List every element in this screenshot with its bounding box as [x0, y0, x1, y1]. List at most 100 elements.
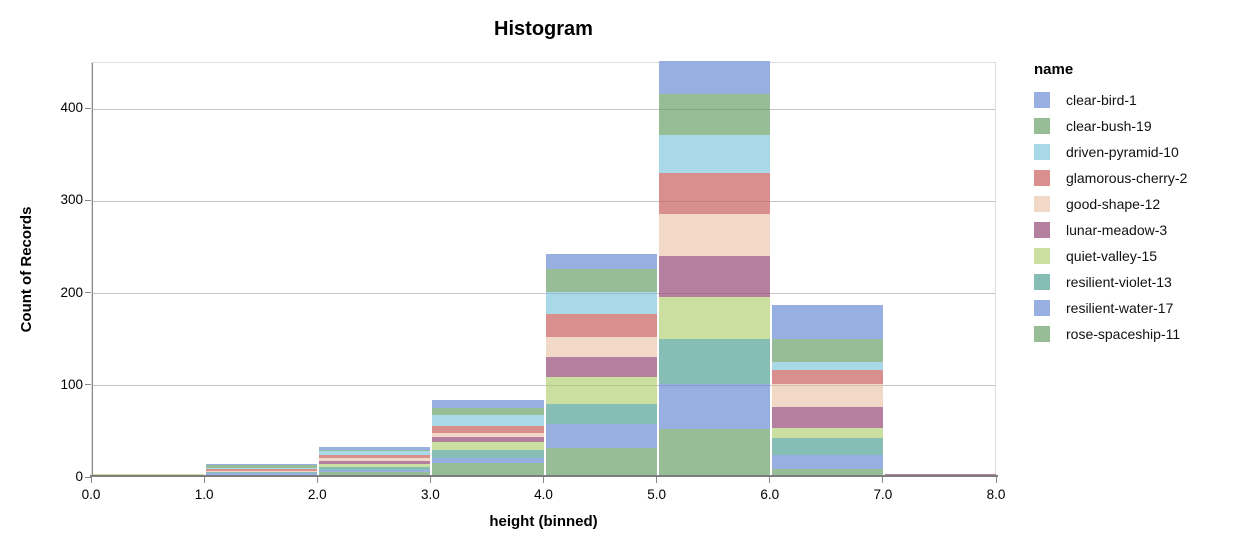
legend-swatch — [1034, 144, 1050, 160]
plot-area — [90, 61, 998, 477]
gridline-overlay — [92, 385, 995, 387]
x-tick-mark — [882, 477, 884, 483]
legend-label: clear-bush-19 — [1066, 118, 1152, 134]
x-tick-label: 8.0 — [986, 487, 1006, 502]
gridline — [92, 293, 995, 295]
bar-segment — [545, 291, 657, 314]
bar-column — [206, 464, 318, 476]
bar-segment — [432, 437, 544, 442]
x-tick-label: 5.0 — [647, 487, 667, 502]
bar-segment — [658, 428, 770, 476]
gridline — [92, 385, 995, 387]
chart-title: Histogram — [494, 18, 593, 40]
legend-swatch — [1034, 300, 1050, 316]
bar-segment — [658, 134, 770, 173]
legend-swatch — [1034, 92, 1050, 108]
bar-segment — [432, 432, 544, 438]
legend-item: driven-pyramid-10 — [1034, 144, 1187, 160]
y-tick-mark — [85, 199, 91, 201]
y-tick-label: 300 — [60, 192, 83, 208]
legend-label: driven-pyramid-10 — [1066, 144, 1179, 160]
bar-segment — [771, 338, 883, 362]
bar-segment — [432, 450, 544, 458]
legend-label: rose-spaceship-11 — [1066, 326, 1181, 342]
bar-segment — [206, 464, 318, 468]
y-axis-domain-line — [92, 63, 93, 476]
legend-label: clear-bird-1 — [1066, 92, 1137, 108]
x-axis-title: height (binned) — [489, 513, 598, 530]
bar-segment — [319, 450, 431, 452]
legend-item: resilient-violet-13 — [1034, 274, 1187, 290]
bar-segment — [884, 474, 996, 476]
legend-label: good-shape-12 — [1066, 196, 1161, 212]
legend-swatch — [1034, 222, 1050, 238]
x-tick-label: 3.0 — [420, 487, 440, 502]
legend-swatch — [1034, 248, 1050, 264]
y-tick-mark — [85, 476, 91, 478]
legend-item: resilient-water-17 — [1034, 300, 1187, 316]
bar-segment — [545, 336, 657, 357]
bar-segment — [319, 446, 431, 451]
bar-segment — [771, 383, 883, 407]
legend-item: lunar-meadow-3 — [1034, 222, 1187, 238]
legend-label: resilient-violet-13 — [1066, 274, 1172, 290]
gridline-overlay — [92, 108, 995, 110]
x-tick-mark — [995, 477, 997, 483]
y-tick-mark — [85, 107, 91, 109]
bar-segment — [432, 407, 544, 416]
legend-item: glamorous-cherry-2 — [1034, 170, 1187, 186]
legend-swatch — [1034, 196, 1050, 212]
y-tick-label: 100 — [60, 376, 83, 392]
x-tick-mark — [90, 477, 92, 483]
x-tick-mark — [316, 477, 318, 483]
bar-segment — [771, 361, 883, 370]
bar-segment — [319, 469, 431, 473]
y-tick-label: 0 — [75, 469, 83, 484]
bar-segment — [658, 61, 770, 95]
bar-column — [545, 253, 657, 476]
bar-segment — [319, 464, 431, 467]
bar-segment — [319, 461, 431, 465]
x-tick-label: 6.0 — [760, 487, 780, 502]
bar-segment — [658, 339, 770, 384]
bar-segment — [432, 426, 544, 433]
bar-segment — [658, 94, 770, 135]
bar-segment — [319, 451, 431, 455]
bar-segment — [206, 468, 318, 472]
bar-segment — [206, 464, 318, 465]
gridline-overlay — [92, 293, 995, 295]
x-axis-domain-line — [90, 475, 998, 477]
legend-label: lunar-meadow-3 — [1066, 222, 1168, 238]
bar-segment — [658, 256, 770, 298]
bar-segment — [771, 369, 883, 384]
legend-item: clear-bird-1 — [1034, 92, 1187, 108]
bar-segment — [545, 377, 657, 405]
x-tick-label: 2.0 — [307, 487, 327, 502]
legend-swatch — [1034, 326, 1050, 342]
y-tick-label: 400 — [60, 100, 83, 116]
bar-segment — [771, 305, 883, 339]
y-tick-mark — [85, 384, 91, 386]
bar-segment — [432, 400, 544, 408]
bar-segment — [658, 383, 770, 429]
y-tick-mark — [85, 292, 91, 294]
bar-segment — [545, 424, 657, 449]
x-tick-label: 4.0 — [534, 487, 553, 502]
bar-segment — [319, 454, 431, 459]
y-axis-title: Count of Records — [18, 206, 35, 333]
bar-segment — [771, 469, 883, 476]
bar-segment — [319, 458, 431, 462]
bar-segment — [319, 466, 431, 470]
bar-segment — [206, 471, 318, 473]
legend-title: name — [1034, 61, 1074, 78]
bar-segment — [545, 313, 657, 337]
legend: name clear-bird-1 clear-bush-19 driven-pyr… — [1034, 61, 1187, 352]
x-tick-label: 1.0 — [194, 487, 214, 502]
legend-swatch — [1034, 170, 1050, 186]
bar-segment — [319, 472, 431, 476]
bar-segment — [432, 457, 544, 464]
legend-item: good-shape-12 — [1034, 196, 1187, 212]
x-tick-mark — [429, 477, 431, 483]
x-tick-label: 7.0 — [873, 487, 893, 502]
